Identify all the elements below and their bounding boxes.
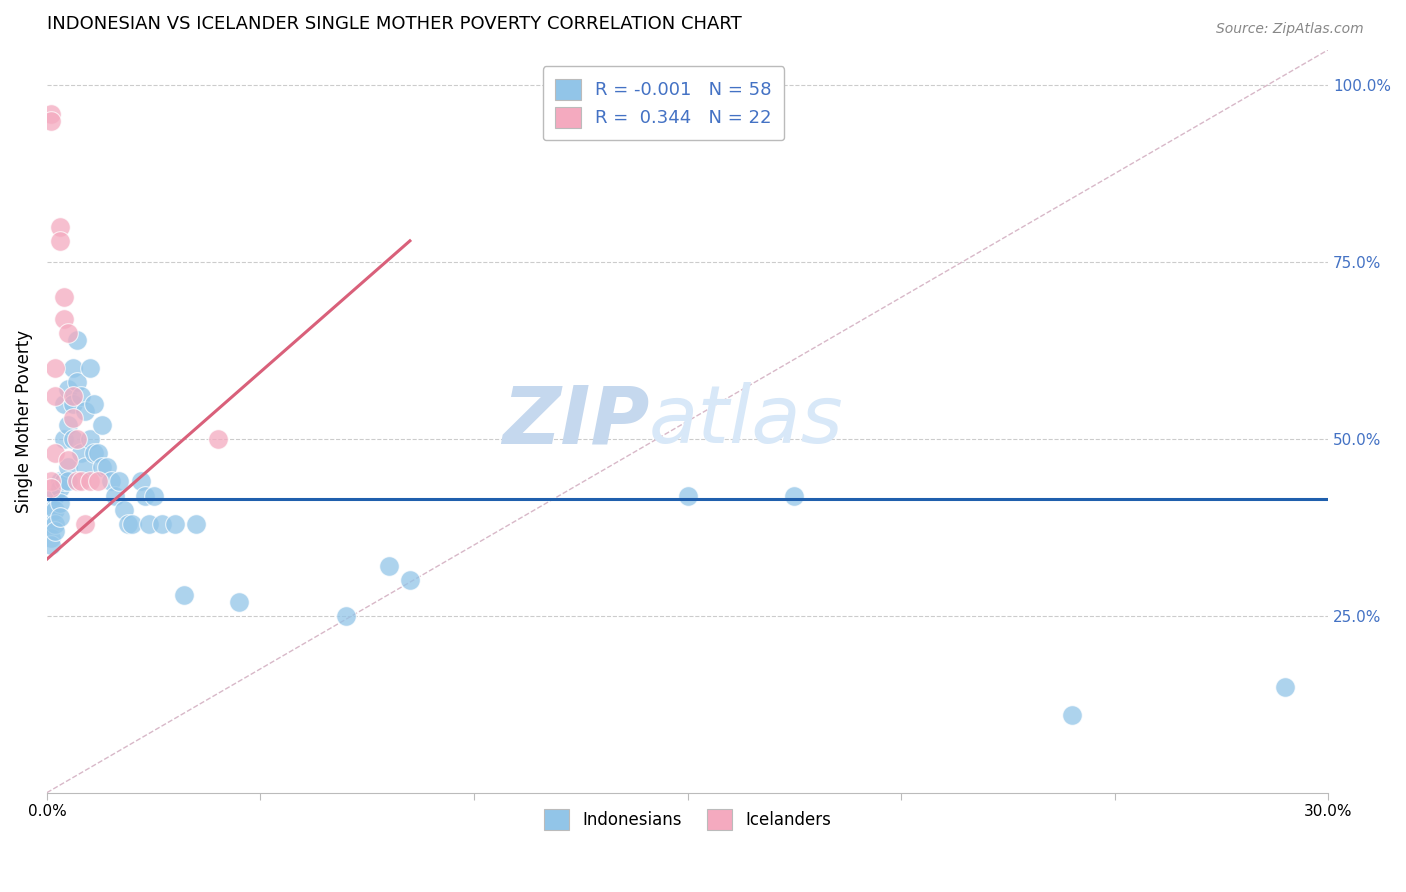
Point [117, 516, 139, 531]
Point [163, 516, 186, 531]
Point [79, 361, 101, 376]
Text: Source: ZipAtlas.com: Source: ZipAtlas.com [1216, 22, 1364, 37]
Point [44, 489, 66, 503]
Point [377, 559, 399, 574]
Point [48, 495, 70, 509]
Point [186, 516, 208, 531]
Point [335, 608, 357, 623]
Point [58, 326, 80, 340]
Point [121, 516, 143, 531]
Point [62, 396, 84, 410]
Point [39, 516, 62, 531]
Point [39, 475, 62, 489]
Point [104, 489, 127, 503]
Point [96, 460, 118, 475]
Point [52, 396, 75, 410]
Y-axis label: Single Mother Poverty: Single Mother Poverty [15, 330, 32, 513]
Point [79, 475, 101, 489]
Point [52, 290, 75, 304]
Point [79, 432, 101, 446]
Point [48, 234, 70, 248]
Point [39, 113, 62, 128]
Point [228, 594, 250, 608]
Point [66, 376, 89, 390]
Point [39, 531, 62, 545]
Point [75, 403, 97, 417]
Point [39, 106, 62, 120]
Point [44, 389, 66, 403]
Point [66, 333, 89, 347]
Point [83, 396, 105, 410]
Point [783, 489, 806, 503]
Point [70, 475, 93, 489]
Point [91, 460, 114, 475]
Point [62, 361, 84, 376]
Point [39, 538, 62, 552]
Point [83, 446, 105, 460]
Point [676, 489, 699, 503]
Point [48, 509, 70, 524]
Point [1060, 707, 1083, 722]
Point [52, 475, 75, 489]
Point [207, 432, 229, 446]
Point [48, 482, 70, 496]
Point [39, 502, 62, 516]
Text: atlas: atlas [650, 383, 844, 460]
Point [87, 475, 110, 489]
Point [100, 475, 122, 489]
Point [62, 410, 84, 425]
Point [112, 502, 135, 516]
Point [58, 453, 80, 467]
Point [66, 475, 89, 489]
Point [48, 219, 70, 234]
Point [142, 489, 165, 503]
Point [52, 311, 75, 326]
Point [44, 524, 66, 538]
Point [58, 383, 80, 397]
Point [75, 460, 97, 475]
Point [129, 475, 152, 489]
Point [70, 389, 93, 403]
Point [62, 389, 84, 403]
Point [173, 588, 195, 602]
Point [138, 516, 160, 531]
Point [44, 361, 66, 376]
Point [399, 574, 422, 588]
Point [48, 475, 70, 489]
Point [108, 475, 131, 489]
Point [66, 432, 89, 446]
Point [91, 417, 114, 432]
Point [87, 446, 110, 460]
Point [39, 482, 62, 496]
Text: INDONESIAN VS ICELANDER SINGLE MOTHER POVERTY CORRELATION CHART: INDONESIAN VS ICELANDER SINGLE MOTHER PO… [46, 15, 741, 33]
Legend: Indonesians, Icelanders: Indonesians, Icelanders [537, 803, 838, 837]
Text: ZIP: ZIP [502, 383, 650, 460]
Point [44, 516, 66, 531]
Point [75, 516, 97, 531]
Point [62, 432, 84, 446]
Point [1274, 680, 1296, 694]
Point [52, 432, 75, 446]
Point [58, 460, 80, 475]
Point [58, 417, 80, 432]
Point [134, 489, 156, 503]
Point [70, 446, 93, 460]
Point [58, 475, 80, 489]
Point [44, 502, 66, 516]
Point [44, 446, 66, 460]
Point [150, 516, 173, 531]
